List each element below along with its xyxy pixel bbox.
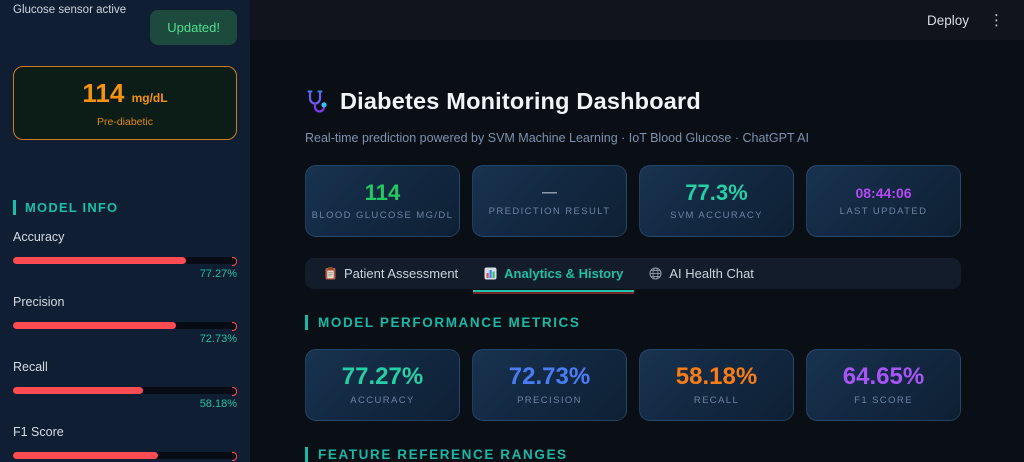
main-pane: Deploy ⋮ Diabetes Monitoring Dashboard R… (250, 0, 1024, 462)
glucose-value: 114 (82, 78, 125, 108)
precision-slider[interactable] (13, 321, 237, 331)
accuracy-slider[interactable] (13, 256, 237, 266)
stethoscope-icon (305, 89, 329, 115)
metric-precision: Precision 72.73% (13, 295, 237, 345)
stat-value: 72.73% (508, 362, 591, 390)
stat-cards-row: 114 BLOOD GLUCOSE MG/DL — PREDICTION RES… (305, 165, 961, 237)
metric-label: Accuracy (13, 229, 65, 244)
stat-label: PREDICTION RESULT (488, 206, 611, 217)
stat-card-svm-accuracy: 77.3% SVM ACCURACY (639, 165, 794, 237)
globe-icon (649, 267, 662, 280)
performance-cards-row: 77.27% ACCURACY 72.73% PRECISION 58.18% … (305, 349, 961, 421)
model-info-heading: MODEL INFO (13, 199, 237, 215)
perf-card-f1-score: 64.65% F1 SCORE (806, 349, 961, 421)
stat-label: LAST UPDATED (839, 205, 928, 217)
dashboard-content: Diabetes Monitoring Dashboard Real-time … (250, 40, 1024, 462)
stat-label: ACCURACY (350, 394, 415, 406)
stat-value: 114 (364, 179, 401, 205)
stat-label: F1 SCORE (854, 394, 913, 406)
stat-label: RECALL (693, 394, 740, 406)
metric-recall: Recall 58.18% (13, 360, 237, 410)
metric-value: 58.18% (199, 397, 237, 410)
stat-value: 77.27% (341, 362, 424, 390)
page-subtitle: Real-time prediction powered by SVM Mach… (305, 131, 809, 145)
sidebar-top-row: Glucose sensor active Updated! (13, 0, 237, 45)
slider-fill (13, 451, 158, 459)
metric-accuracy: Accuracy 77.27% (13, 230, 237, 280)
page-title: Diabetes Monitoring Dashboard (340, 88, 701, 114)
stat-label: SVM ACCURACY (670, 209, 763, 221)
stat-card-prediction-result: — PREDICTION RESULT (472, 165, 627, 237)
tab-label: AI Health Chat (669, 266, 754, 281)
sensor-status-text: Glucose sensor active (13, 4, 127, 16)
title-row: Diabetes Monitoring Dashboard (305, 88, 1024, 115)
stat-label: BLOOD GLUCOSE MG/DL (311, 209, 454, 221)
deploy-button[interactable]: Deploy (926, 12, 969, 28)
metric-label: Recall (13, 359, 48, 374)
tab-bar: Patient Assessment Analytics & History (305, 258, 961, 292)
tab-label: Analytics & History (504, 266, 624, 281)
metric-f1-score: F1 Score 64.65% (13, 425, 237, 462)
metric-label: Precision (13, 294, 65, 309)
perf-card-precision: 72.73% PRECISION (472, 349, 627, 421)
tab-ai-health-chat[interactable]: AI Health Chat (636, 258, 767, 289)
stat-value: 08:44:06 (855, 184, 912, 201)
metric-label: F1 Score (13, 424, 64, 439)
clipboard-icon (324, 267, 337, 280)
slider-fill (13, 386, 144, 394)
feature-ranges-heading: FEATURE REFERENCE RANGES (305, 447, 1024, 462)
stat-card-blood-glucose: 114 BLOOD GLUCOSE MG/DL (305, 165, 460, 237)
performance-section-heading: MODEL PERFORMANCE METRICS (305, 315, 1024, 330)
glucose-reading-card: 114 mg/dL Pre-diabetic (13, 66, 237, 140)
tab-label: Patient Assessment (344, 266, 459, 281)
stat-card-last-updated: 08:44:06 LAST UPDATED (806, 165, 961, 237)
perf-card-accuracy: 77.27% ACCURACY (305, 349, 460, 421)
f1-score-slider[interactable] (13, 451, 237, 461)
glucose-unit: mg/dL (131, 91, 168, 105)
stat-label: PRECISION (517, 394, 582, 406)
top-toolbar: Deploy ⋮ (250, 0, 1024, 40)
slider-fill (13, 256, 187, 264)
stat-value: 77.3% (685, 179, 748, 205)
glucose-status-label: Pre-diabetic (96, 115, 154, 128)
bar-chart-icon (484, 267, 497, 280)
stat-value: — (542, 184, 557, 201)
sidebar: Glucose sensor active Updated! 114 mg/dL… (0, 0, 250, 462)
stat-value: 64.65% (842, 362, 925, 390)
kebab-menu-icon[interactable]: ⋮ (989, 12, 1004, 29)
recall-slider[interactable] (13, 386, 237, 396)
slider-fill (13, 321, 176, 329)
perf-card-recall: 58.18% RECALL (639, 349, 794, 421)
stat-value: 58.18% (675, 362, 758, 390)
updated-button[interactable]: Updated! (150, 10, 237, 45)
tab-patient-assessment[interactable]: Patient Assessment (311, 258, 471, 289)
metric-value: 72.73% (199, 332, 237, 345)
metric-value: 77.27% (199, 267, 237, 280)
tab-analytics-history[interactable]: Analytics & History (471, 258, 636, 292)
glucose-value-row: 114 mg/dL (20, 79, 230, 108)
